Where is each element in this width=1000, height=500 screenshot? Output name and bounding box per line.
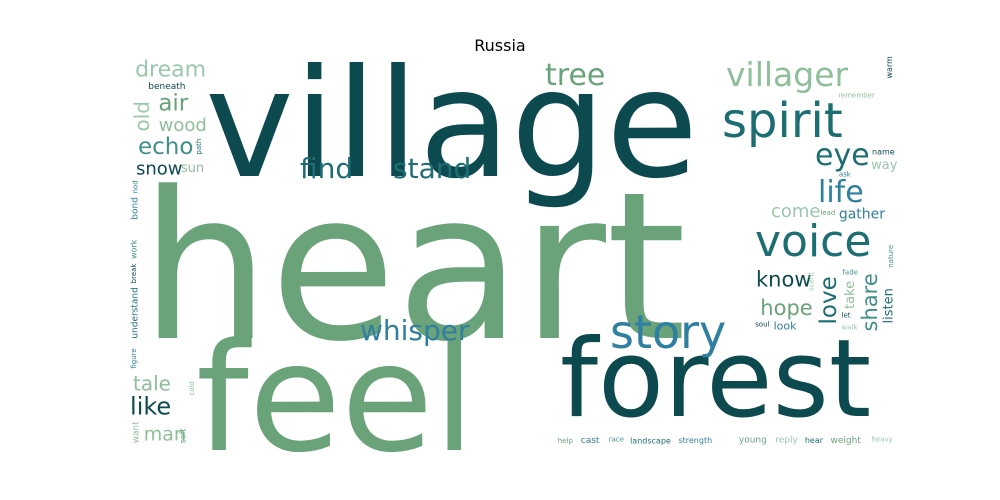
word-listen: listen — [882, 288, 897, 323]
word-snow: snow — [136, 159, 183, 180]
chart-title: Russia — [474, 36, 526, 55]
word-heart: heart — [140, 149, 686, 387]
word-fade: fade — [842, 269, 858, 277]
word-remember: remember — [838, 92, 875, 100]
word-heavy: heavy — [871, 435, 892, 443]
word-reply: reply — [775, 436, 798, 446]
word-dream: dream — [135, 58, 206, 83]
word-village: village — [205, 38, 698, 212]
word-race: race — [609, 435, 624, 443]
word-let: let — [842, 312, 851, 320]
word-walk: walk — [841, 323, 858, 331]
word-like: like — [130, 392, 171, 420]
word-stand: stand — [393, 152, 471, 185]
word-nod: nod — [131, 180, 139, 193]
word-tree: tree — [545, 58, 605, 93]
word-path: path — [195, 139, 203, 155]
word-lead: lead — [820, 209, 835, 217]
word-love: love — [816, 276, 842, 324]
word-take: take — [843, 281, 858, 309]
word-echo: echo — [138, 134, 193, 160]
word-look: look — [774, 319, 798, 332]
word-bond: bond — [130, 197, 140, 220]
word-spirit: spirit — [722, 93, 843, 149]
word-soul: soul — [755, 321, 769, 329]
word-sun: sun — [181, 161, 204, 176]
word-hope: hope — [760, 296, 812, 320]
word-scent: scent — [807, 272, 815, 291]
word-figure: figure — [130, 348, 138, 368]
word-name: name — [872, 147, 895, 156]
word-gather: gather — [839, 207, 885, 223]
word-whisper: whisper — [360, 314, 470, 347]
word-eye: eye — [815, 138, 870, 173]
word-beneath: beneath — [148, 82, 185, 92]
word-nature: nature — [887, 245, 895, 268]
word-want: want — [131, 421, 141, 444]
word-wood: wood — [159, 115, 207, 136]
word-forest: forest — [560, 317, 871, 442]
word-weight: weight — [831, 436, 862, 446]
word-voice: voice — [755, 216, 871, 267]
word-life: life — [818, 175, 864, 210]
word-story: story — [610, 305, 726, 359]
word-find: find — [300, 152, 353, 185]
word-air: air — [158, 91, 188, 117]
word-feel: feel — [196, 312, 475, 486]
word-share: share — [858, 273, 882, 331]
word-young: young — [739, 436, 767, 446]
word-ask: ask — [839, 171, 852, 179]
word-old: old — [130, 101, 154, 132]
word-hear: hear — [805, 436, 824, 445]
word-help: help — [558, 437, 574, 445]
word-villager: villager — [726, 55, 849, 94]
word-strength: strength — [678, 436, 712, 445]
word-break: break — [130, 263, 138, 284]
word-man: man — [144, 424, 186, 446]
word-landscape: landscape — [630, 436, 671, 445]
word-understand: understand — [131, 287, 141, 339]
word-cast: cast — [581, 436, 600, 446]
word-soft: soft — [178, 429, 187, 444]
word-way: way — [871, 158, 898, 173]
word-cold: cold — [188, 381, 196, 396]
word-work: work — [129, 239, 138, 259]
word-tale: tale — [133, 372, 171, 396]
word-know: know — [756, 267, 812, 291]
word-come: come — [771, 201, 821, 222]
word-warm: warm — [885, 56, 894, 79]
